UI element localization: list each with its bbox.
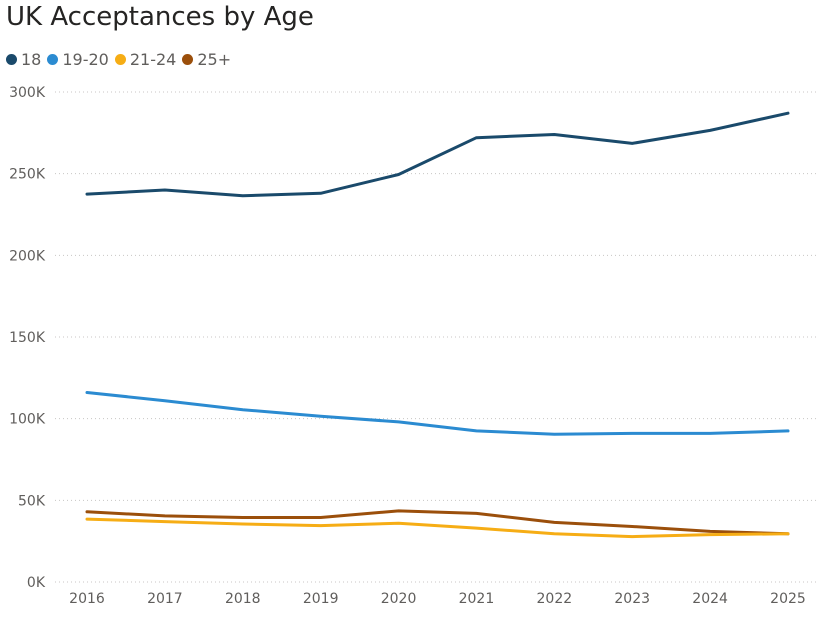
legend: 18 19-20 21-24 25+ — [6, 50, 237, 69]
legend-item[interactable]: 18 — [6, 50, 41, 69]
legend-item[interactable]: 21-24 — [114, 50, 177, 69]
x-tick-label: 2024 — [692, 591, 728, 607]
legend-item[interactable]: 25+ — [182, 50, 231, 69]
x-tick-label: 2021 — [459, 591, 495, 607]
series-line[interactable] — [85, 517, 790, 539]
y-tick-label: 300K — [9, 85, 46, 101]
series-line[interactable] — [85, 111, 790, 198]
x-tick-label: 2020 — [381, 591, 417, 607]
legend-label: 18 — [21, 50, 42, 69]
x-tick-label: 2022 — [537, 591, 573, 607]
y-tick-label: 250K — [9, 167, 46, 183]
legend-dot-icon — [47, 54, 59, 65]
x-tick-label: 2019 — [303, 591, 339, 607]
legend-dot-icon — [114, 54, 126, 65]
legend-label: 25+ — [197, 50, 232, 69]
x-tick-label: 2023 — [614, 591, 650, 607]
legend-dot-icon — [6, 54, 17, 65]
chart-title: UK Acceptances by Age — [6, 2, 314, 32]
x-tick-label: 2025 — [770, 591, 806, 607]
y-tick-label: 0K — [27, 575, 46, 591]
x-tick-label: 2016 — [69, 591, 105, 607]
x-tick-label: 2018 — [225, 591, 261, 607]
y-tick-label: 200K — [9, 248, 46, 264]
y-tick-label: 100K — [9, 412, 46, 428]
y-tick-label: 150K — [9, 330, 46, 346]
legend-label: 19-20 — [62, 50, 109, 69]
x-tick-label: 2017 — [147, 591, 183, 607]
series-line[interactable] — [85, 509, 790, 536]
legend-dot-icon — [182, 54, 194, 65]
series-line[interactable] — [85, 391, 790, 436]
legend-item[interactable]: 19-20 — [47, 50, 109, 69]
y-tick-label: 50K — [18, 493, 46, 509]
legend-label: 21-24 — [129, 50, 177, 69]
